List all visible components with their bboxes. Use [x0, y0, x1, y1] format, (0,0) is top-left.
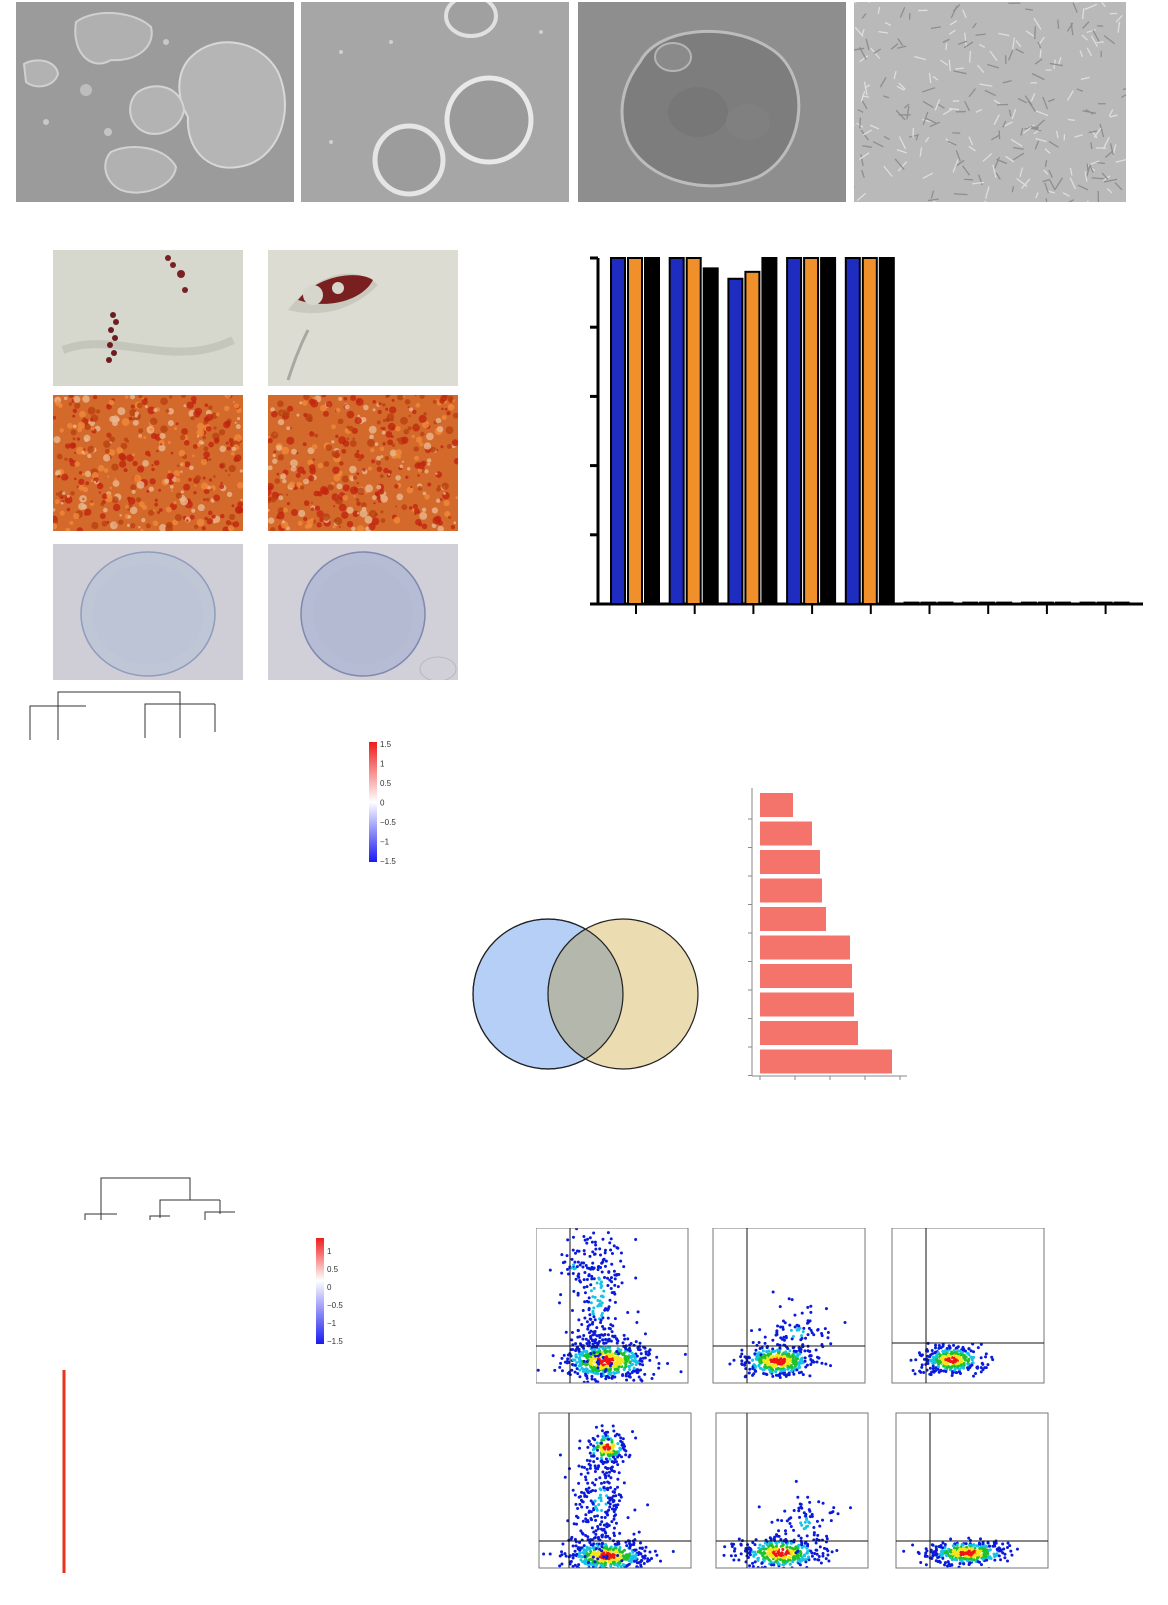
heatmap-1-colorbar [369, 742, 377, 862]
hbar-bar-5 [760, 936, 850, 960]
heatmap-1-legend-tick: 1.5 [380, 740, 392, 749]
bar-g2-s0 [728, 279, 742, 604]
flow-plot-1 [713, 1228, 865, 1391]
bar-chart [590, 245, 1150, 625]
heatmap-2-legend-tick: 0 [327, 1283, 332, 1292]
bar-g4-s2 [880, 258, 894, 604]
heatmap-1-legend-tick: 1 [380, 760, 385, 769]
bar-g6-s0 [963, 603, 977, 604]
heatmap-2-legend: 1 0.5 0 −0.5 −1 −1.5 [312, 1236, 362, 1348]
bar-g3-s1 [804, 258, 818, 604]
heatmap-1-legend-tick: −1 [380, 838, 390, 847]
bar-g8-s2 [1115, 603, 1129, 604]
bar-g0-s2 [645, 258, 659, 604]
bar-g7-s1 [1039, 603, 1053, 604]
hbar-bar-1 [760, 822, 812, 846]
hbar-bar-4 [760, 907, 826, 931]
bar-g1-s0 [670, 258, 684, 604]
bar-g7-s0 [1022, 603, 1036, 604]
bar-g7-s2 [1056, 603, 1070, 604]
heatmap-1-dendrogram [30, 692, 215, 740]
heatmap-1-legend-tick: −0.5 [380, 818, 396, 827]
stain-mineral-2 [268, 395, 458, 531]
heatmap-2-dendrogram [85, 1178, 235, 1220]
bar-g3-s0 [787, 258, 801, 604]
bar-g8-s0 [1081, 603, 1095, 604]
bar-g0-s0 [611, 258, 625, 604]
stain-pellet-1 [53, 544, 243, 680]
bar-g4-s0 [846, 258, 860, 604]
flow-plot-2 [892, 1228, 1044, 1383]
heatmap-2-legend-tick: −1.5 [327, 1337, 343, 1346]
heatmap-1-legend: 1.5 1 0.5 0 −0.5 −1 −1.5 [365, 738, 415, 868]
bar-g6-s2 [997, 603, 1011, 604]
heatmap-2-colorbar [316, 1238, 324, 1344]
venn-diagram [470, 910, 710, 1075]
bar-g2-s2 [762, 258, 776, 604]
heatmap-2-legend-tick: −1 [327, 1319, 337, 1328]
hbar-bar-9 [760, 1050, 892, 1074]
hbar-bar-2 [760, 850, 820, 874]
flow-plot-3 [539, 1413, 691, 1577]
micrograph-colonies [16, 2, 294, 202]
micrograph-spheroids [301, 2, 569, 202]
bar-g0-s1 [628, 258, 642, 604]
bar-g6-s1 [980, 603, 994, 604]
hbar-bar-3 [760, 879, 822, 903]
flow-plot-0 [536, 1228, 688, 1436]
bar-g1-s2 [704, 268, 718, 604]
stain-mineral-1 [53, 395, 243, 531]
bar-g5-s1 [922, 603, 936, 604]
hbar-bar-6 [760, 964, 852, 988]
heatmap-1-legend-tick: 0 [380, 799, 385, 808]
heatmap-1 [0, 688, 300, 1080]
heatmap-2-legend-tick: −0.5 [327, 1301, 343, 1310]
bar-g5-s2 [939, 603, 953, 604]
micrograph-fibroblast-like-cells [854, 2, 1126, 202]
bar-chart-svg [590, 245, 1150, 625]
heatmap-1-legend-tick: 0.5 [380, 779, 392, 788]
stain-lipid-2 [268, 250, 458, 386]
bar-g4-s1 [863, 258, 877, 604]
bar-g1-s1 [687, 258, 701, 604]
bar-g5-s0 [905, 603, 919, 604]
micrograph-aggregate [578, 2, 846, 202]
hbar-bar-8 [760, 1021, 858, 1045]
stain-lipid-1 [53, 250, 243, 386]
flow-cytometry-grid [536, 1228, 1056, 1600]
flow-plot-4 [716, 1413, 868, 1579]
stain-pellet-2 [268, 544, 458, 680]
horizontal-bar-chart [740, 780, 920, 1080]
bar-g8-s1 [1098, 603, 1112, 604]
hbar-bar-0 [760, 793, 793, 817]
heatmap-2-legend-tick: 1 [327, 1247, 332, 1256]
hbar-bar-7 [760, 993, 854, 1017]
heatmap-2 [55, 1170, 265, 1580]
bar-g3-s2 [821, 258, 835, 604]
heatmap-1-legend-tick: −1.5 [380, 857, 396, 866]
bar-g2-s1 [745, 272, 759, 604]
flow-plot-5 [896, 1413, 1048, 1573]
heatmap-2-legend-tick: 0.5 [327, 1265, 339, 1274]
